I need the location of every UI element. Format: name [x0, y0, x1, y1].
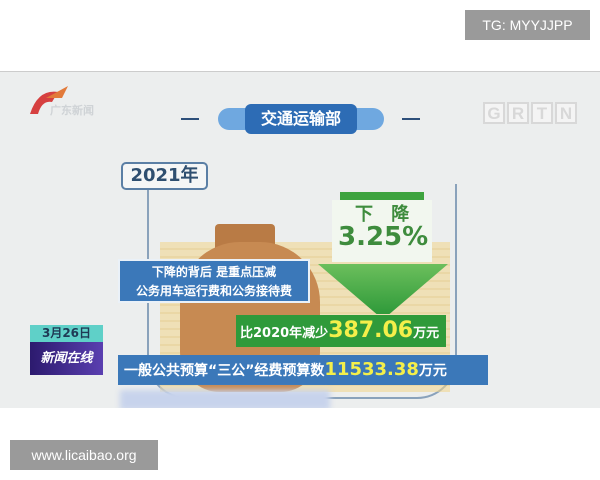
arrow-body: [332, 200, 432, 262]
explanation-bubble: 下降的背后 是重点压减 公务用车运行费和公务接待费: [118, 259, 310, 303]
bubble-line: 公务用车运行费和公务接待费: [135, 284, 292, 298]
reduce-prefix: 比2020年减少: [240, 326, 329, 341]
budget-prefix: 一般公共预算“三公”经费预算数: [124, 363, 325, 379]
down-label: 下 降: [355, 204, 416, 225]
logo-letter: R: [507, 102, 529, 124]
budget-banner: 一般公共预算“三公”经费预算数11533.38万元: [118, 355, 488, 385]
grtn-logo: G R T N: [483, 102, 577, 124]
logo-letter: G: [483, 102, 505, 124]
year-label: 2021年: [121, 162, 208, 190]
divider: [402, 118, 420, 120]
budget-unit: 万元: [418, 363, 447, 379]
down-percent: 3.25%: [338, 222, 429, 252]
logo-letter: T: [531, 102, 553, 124]
blurred-subtitle: [120, 390, 330, 408]
watermark-top: TG: MYYJJPP: [465, 10, 590, 40]
infographic-title: 交通运输部: [245, 104, 357, 134]
watermark-bottom: www.licaibao.org: [10, 440, 158, 470]
tv-screen: 广东新闻 G R T N 交通运输部 2021年 下降的背后 是重点压减 公务用…: [0, 71, 600, 408]
channel-logo-text: 广东新闻: [50, 104, 94, 117]
arrow-top-bar: [340, 192, 424, 200]
budget-value: 11533.38: [324, 359, 419, 380]
date-badge: 3月26日: [30, 325, 103, 342]
program-logo: 新闻在线: [30, 342, 103, 375]
channel-logo-icon: [30, 86, 68, 114]
reduction-banner: 比2020年减少387.06万元: [236, 315, 446, 347]
divider: [181, 118, 199, 120]
reduce-unit: 万元: [413, 326, 440, 341]
reduce-value: 387.06: [328, 318, 414, 343]
bubble-line: 下降的背后 是重点压减: [151, 265, 277, 279]
logo-letter: N: [555, 102, 577, 124]
